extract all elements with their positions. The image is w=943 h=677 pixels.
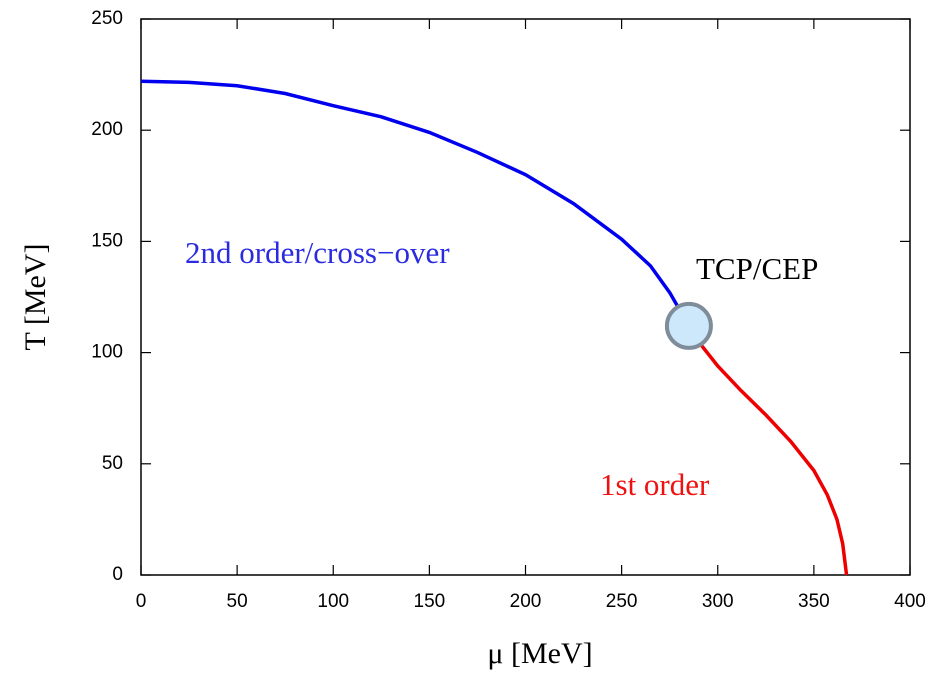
y-tick-label: 200 [91, 119, 123, 140]
curve [140, 79, 683, 314]
x-tick-label: 250 [606, 591, 638, 612]
x-tick-label: 100 [317, 591, 349, 612]
annotation: 1st order [600, 467, 710, 502]
x-tick-label: 350 [798, 591, 830, 612]
x-tick-label: 300 [702, 591, 734, 612]
y-tick-label: 100 [91, 342, 123, 363]
annotation: 2nd order/cross−over [185, 235, 450, 270]
annotation: TCP/CEP [696, 251, 818, 286]
x-tick-label: 50 [227, 591, 248, 612]
x-axis-title: μ [MeV] [487, 637, 592, 670]
y-tick-label: 0 [112, 564, 123, 585]
y-tick-label: 250 [91, 8, 123, 29]
critical-point [664, 301, 713, 350]
y-axis-title: T [MeV] [19, 244, 52, 351]
plot-frame [140, 18, 911, 576]
x-tick-label: 400 [894, 591, 926, 612]
x-tick-label: 200 [510, 591, 542, 612]
x-tick-label: 0 [136, 591, 147, 612]
curve [695, 338, 849, 576]
x-tick-label: 150 [414, 591, 446, 612]
y-tick-label: 50 [102, 453, 123, 474]
y-tick-label: 150 [91, 230, 123, 251]
